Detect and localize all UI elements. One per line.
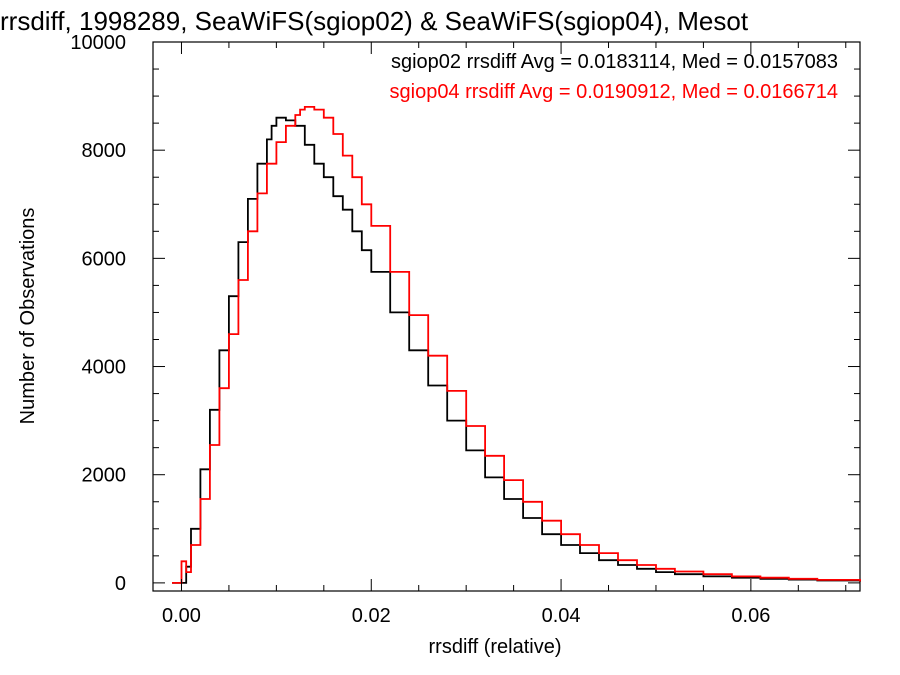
x-tick-label: 0.04	[542, 605, 581, 627]
x-tick-label: 0.06	[731, 605, 770, 627]
series-1-histogram-line	[172, 116, 861, 584]
y-tick-label: 0	[115, 573, 126, 595]
series-1-stats-label: sgiop02 rrsdiff Avg = 0.0183114, Med = 0…	[391, 51, 838, 73]
plot-frame	[152, 41, 861, 592]
y-axis-title: Number of Observations	[17, 208, 39, 425]
y-tick-label: 4000	[82, 357, 127, 379]
y-tick-label: 8000	[82, 140, 127, 162]
series-layer	[172, 106, 861, 584]
y-tick-label: 10000	[70, 32, 126, 54]
ticks-layer: 0.00 0.02 0.04 0.06 0 2000 4000 6000 8000 10000	[70, 32, 860, 627]
x-axis-title: rrsdiff (relative)	[429, 636, 562, 658]
chart-title: rrsdiff, 1998289, SeaWiFS(sgiop02) & Sea…	[0, 6, 749, 36]
series-2-histogram-line	[172, 106, 861, 584]
x-tick-label: 0.00	[162, 605, 201, 627]
series-2-stats-label: sgiop04 rrsdiff Avg = 0.0190912, Med = 0…	[390, 81, 839, 103]
y-tick-label: 6000	[82, 248, 127, 270]
x-tick-label: 0.02	[352, 605, 391, 627]
y-tick-label: 2000	[82, 465, 127, 487]
